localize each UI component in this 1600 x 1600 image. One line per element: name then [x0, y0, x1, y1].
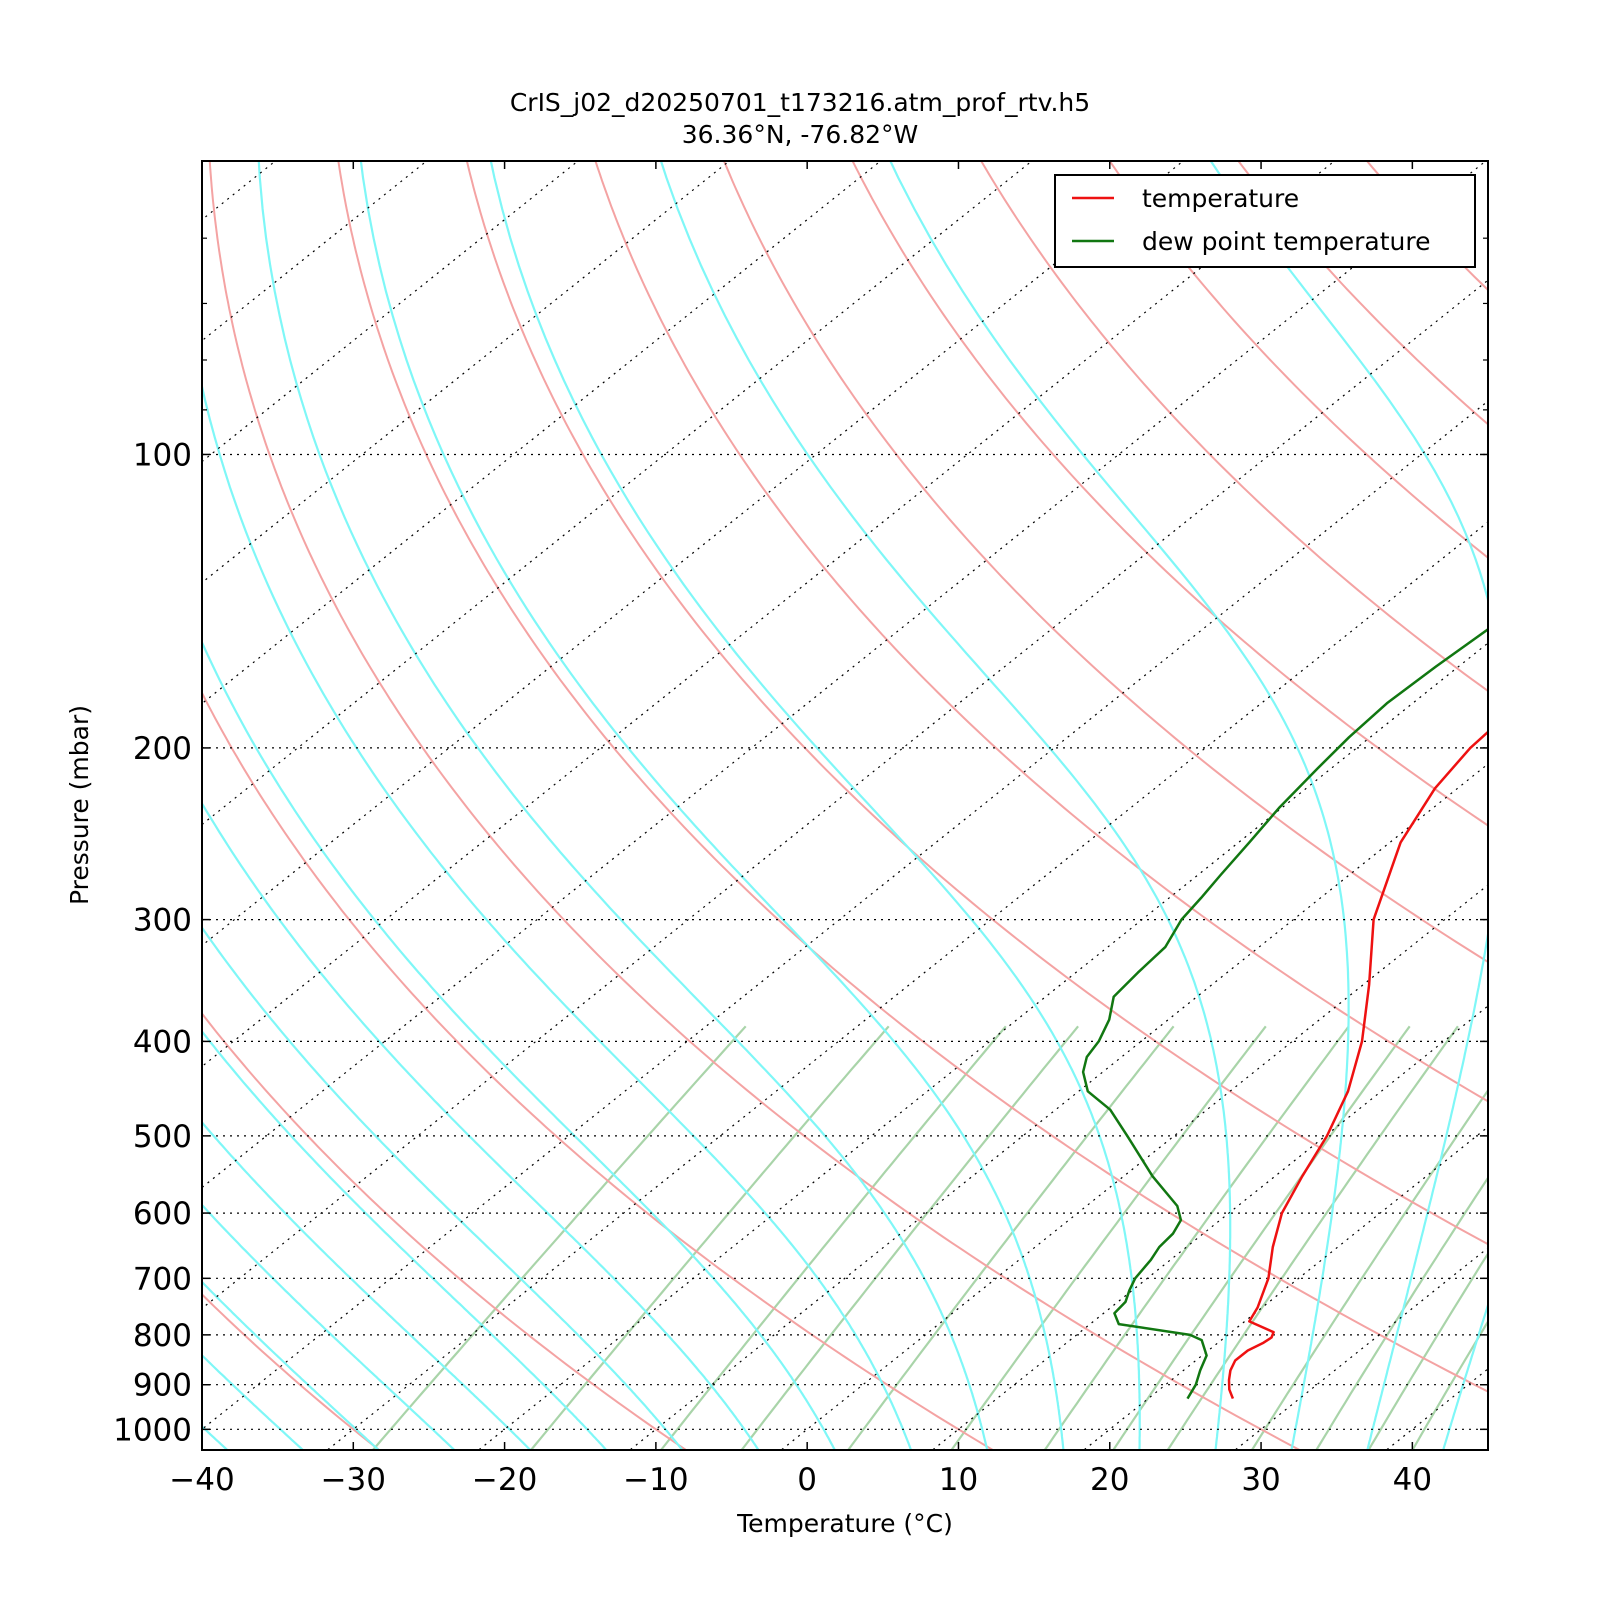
dry-adiabat-line	[202, 690, 995, 1450]
isotherm-gridline	[202, 161, 1487, 1189]
isotherm-gridline	[931, 1005, 1488, 1450]
mixing-ratio-line	[1315, 1175, 1488, 1450]
x-tick-label: 30	[1241, 1462, 1280, 1498]
moist-adiabat-line	[202, 381, 913, 1450]
dry-adiabat-line	[1108, 161, 1488, 560]
moist-adiabat-line	[202, 639, 837, 1450]
mixing-ratio-line	[1367, 1251, 1488, 1450]
y-tick-label: 200	[133, 731, 192, 767]
mixing-ratio-line	[740, 1025, 1079, 1450]
moist-adiabat-line	[202, 1424, 229, 1450]
moist-adiabat-line	[202, 1029, 608, 1450]
mixing-ratio-line	[1411, 1319, 1488, 1450]
x-tick-label: −10	[623, 1462, 688, 1498]
x-tick-label: −30	[321, 1462, 386, 1498]
isotherm-gridline	[202, 161, 882, 705]
y-tick-label: 700	[133, 1261, 192, 1297]
x-axis-label: Temperature (°C)	[736, 1509, 953, 1538]
dry-adiabat-line	[594, 161, 1488, 1103]
dry-adiabat-line	[202, 1293, 381, 1450]
isotherm-gridline	[1234, 1247, 1488, 1450]
mixing-ratio-line	[659, 1025, 1007, 1450]
moist-adiabat-line	[257, 161, 989, 1450]
mixing-ratio-line	[1111, 1025, 1411, 1450]
y-tick-label: 500	[133, 1119, 192, 1155]
isotherm-gridline	[1082, 1126, 1488, 1450]
isotherm-gridline	[202, 279, 1488, 1310]
y-tick-label: 800	[133, 1318, 192, 1354]
chart-subtitle: 36.36°N, -76.82°W	[681, 120, 919, 149]
isotherm-gridline	[1533, 144, 1600, 1454]
y-tick-label: 600	[133, 1196, 192, 1232]
mixing-ratio-line	[846, 1025, 1175, 1450]
mixing-ratio-line	[371, 1025, 747, 1450]
x-tick-label: −40	[169, 1462, 234, 1498]
y-tick-label: 1000	[113, 1412, 192, 1448]
plot-frame	[201, 160, 1489, 1451]
moist-adiabat-line	[202, 1353, 305, 1450]
y-tick-label: 900	[133, 1368, 192, 1404]
dewpoint-line	[1081, 627, 1488, 1400]
isotherm-gridline	[477, 642, 1488, 1450]
temperature-line	[1227, 730, 1488, 1400]
dry-adiabat-line	[208, 161, 1302, 1450]
dry-adiabat-line	[1365, 161, 1488, 292]
mixing-ratio-line	[1250, 1088, 1488, 1450]
dry-adiabat-line	[337, 161, 1488, 1393]
moist-adiabat-line	[1442, 1301, 1488, 1450]
moist-adiabat-line	[1209, 161, 1488, 1450]
moist-adiabat-line	[202, 801, 760, 1450]
mixing-ratio-line	[950, 1025, 1267, 1450]
x-tick-label: 20	[1090, 1462, 1129, 1498]
isotherm-gridline	[629, 763, 1488, 1450]
moist-adiabat-line	[202, 925, 684, 1450]
moist-adiabat-line	[659, 161, 1232, 1450]
dry-adiabat-line	[851, 161, 1488, 827]
dry-adiabat-line	[980, 161, 1488, 693]
mixing-ratio-line	[529, 1025, 890, 1450]
legend-dewpoint-label: dew point temperature	[1142, 227, 1431, 256]
moist-adiabat-line	[202, 1120, 532, 1450]
y-tick-label: 300	[133, 903, 192, 939]
legend: temperature dew point temperature	[1054, 174, 1476, 268]
mixing-ratio-line	[1043, 1025, 1350, 1450]
y-tick-label: 400	[133, 1024, 192, 1060]
x-tick-label: 40	[1393, 1462, 1432, 1498]
x-tick-label: 0	[797, 1462, 817, 1498]
moist-adiabat-line	[889, 161, 1350, 1450]
moist-adiabat-line	[359, 161, 1065, 1450]
moist-adiabat-line	[202, 1280, 381, 1450]
isotherm-gridline	[202, 161, 731, 584]
legend-box	[1054, 174, 1476, 268]
x-tick-label: −20	[472, 1462, 537, 1498]
dry-adiabat-line	[1237, 161, 1488, 426]
dry-adiabat-line	[465, 161, 1488, 1246]
dry-adiabat-line	[1484, 149, 1600, 1454]
dry-adiabat-line	[722, 161, 1488, 964]
moist-adiabat-line	[202, 1203, 456, 1450]
moist-adiabat-line	[489, 161, 1141, 1450]
y-tick-label: 100	[133, 437, 192, 473]
x-tick-label: 10	[939, 1462, 978, 1498]
chart-title: CrIS_j02_d20250701_t173216.atm_prof_rtv.…	[509, 88, 1091, 117]
legend-temperature-label: temperature	[1142, 184, 1299, 213]
isotherm-gridline	[1385, 1368, 1488, 1450]
isotherm-gridline	[202, 161, 1185, 947]
dry-adiabat-line	[202, 1012, 688, 1450]
mixing-ratio-line	[1166, 1025, 1459, 1450]
isotherm-gridline	[202, 400, 1488, 1431]
y-axis-label: Pressure (mbar)	[65, 705, 94, 905]
